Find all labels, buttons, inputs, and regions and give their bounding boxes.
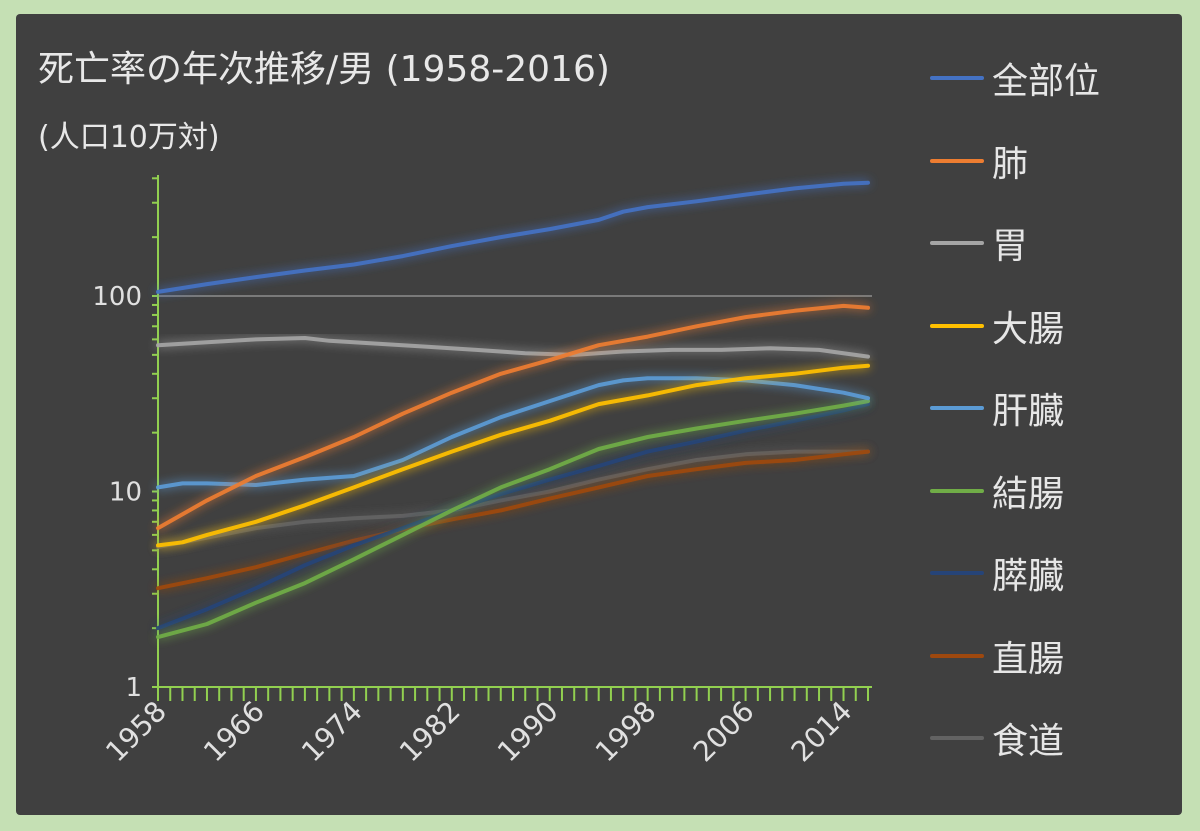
- series-line: [156, 449, 870, 549]
- series-line: [156, 303, 870, 531]
- x-tick-label: 1982: [393, 695, 467, 769]
- legend-item: 肝臓: [930, 378, 1064, 438]
- series-line: [156, 363, 870, 548]
- legend-swatch: [930, 76, 984, 80]
- chart-title: 死亡率の年次推移/男 (1958-2016): [38, 49, 610, 90]
- legend-item: 大腸: [930, 296, 1064, 356]
- legend-label: 肝臓: [992, 391, 1065, 432]
- legend-item: 胃: [930, 213, 1028, 273]
- series-line: [156, 449, 870, 591]
- legend-item: 全部位: [930, 48, 1100, 108]
- x-tick-label: 2014: [785, 695, 859, 769]
- series-line: [156, 402, 870, 631]
- legend-label: 膵臓: [992, 556, 1065, 597]
- legend-label: 結腸: [992, 473, 1065, 515]
- series-line: [156, 399, 870, 640]
- legend-swatch: [930, 488, 984, 493]
- legend-item: 食道: [930, 708, 1064, 768]
- x-tick-label: 1966: [197, 695, 271, 769]
- legend-label: 胃: [992, 226, 1029, 267]
- legend-swatch: [930, 571, 984, 575]
- legend-swatch: [930, 323, 984, 328]
- legend-item: 直腸: [930, 626, 1064, 686]
- x-tick-label: 2006: [687, 695, 761, 769]
- y-tick-label: 100: [92, 282, 142, 312]
- x-tick-label: 1998: [589, 695, 663, 769]
- series-line: [156, 376, 870, 490]
- chart-subtitle: (人口10万対): [38, 120, 220, 155]
- x-tick-label: 1974: [295, 695, 369, 769]
- legend-swatch: [930, 406, 984, 410]
- legend-swatch: [930, 653, 984, 658]
- x-tick-label: 1958: [99, 695, 173, 769]
- legend-item: 結腸: [930, 461, 1064, 521]
- series-line: [156, 336, 870, 359]
- legend-swatch: [930, 736, 984, 740]
- legend-label: 直腸: [992, 638, 1065, 680]
- legend-swatch: [930, 158, 984, 163]
- legend-swatch: [930, 241, 984, 245]
- legend-item: 膵臓: [930, 543, 1064, 603]
- y-tick-label: 1: [125, 673, 142, 703]
- x-tick-label: 1990: [491, 695, 565, 769]
- y-tick-label: 10: [109, 478, 142, 508]
- chart-background: [16, 14, 1182, 815]
- series-line: [156, 180, 870, 294]
- legend-label: 全部位: [992, 61, 1101, 102]
- legend-label: 大腸: [992, 308, 1065, 350]
- legend-label: 食道: [992, 721, 1065, 762]
- legend-label: 肺: [992, 143, 1029, 185]
- legend-item: 肺: [930, 131, 1028, 191]
